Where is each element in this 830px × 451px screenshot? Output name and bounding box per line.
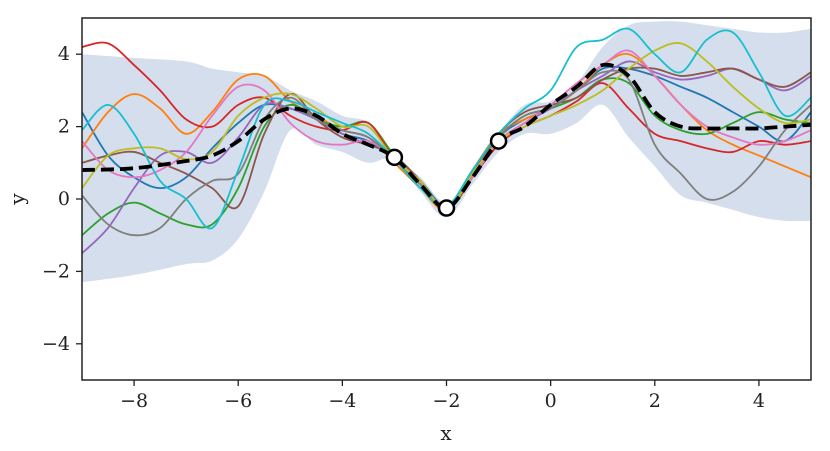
x-tick-label: −6 [224,390,252,412]
y-tick-label: −2 [42,260,70,282]
x-tick-label: −2 [432,390,460,412]
confidence-band [82,21,811,283]
y-tick-label: 4 [58,43,70,65]
x-tick-label: −4 [328,390,356,412]
observation-point-3 [489,132,508,150]
y-axis: −4 −2 0 2 4 [42,43,82,355]
plot-area [82,21,811,283]
observation-points [385,132,508,217]
x-axis: −8 −6 −4 −2 0 2 4 [120,380,765,412]
x-axis-label: x [440,421,452,445]
mean-line [82,62,811,210]
y-tick-label: 0 [58,188,70,210]
observation-point-1 [385,148,404,167]
x-tick-label: 4 [753,390,765,412]
observation-point-2 [437,199,456,217]
x-tick-label: 2 [649,390,661,412]
x-tick-label: −8 [120,390,148,412]
y-tick-label: 2 [58,116,70,138]
y-tick-label: −4 [42,333,70,355]
y-axis-label: y [5,193,29,206]
x-tick-label: 0 [545,390,557,412]
